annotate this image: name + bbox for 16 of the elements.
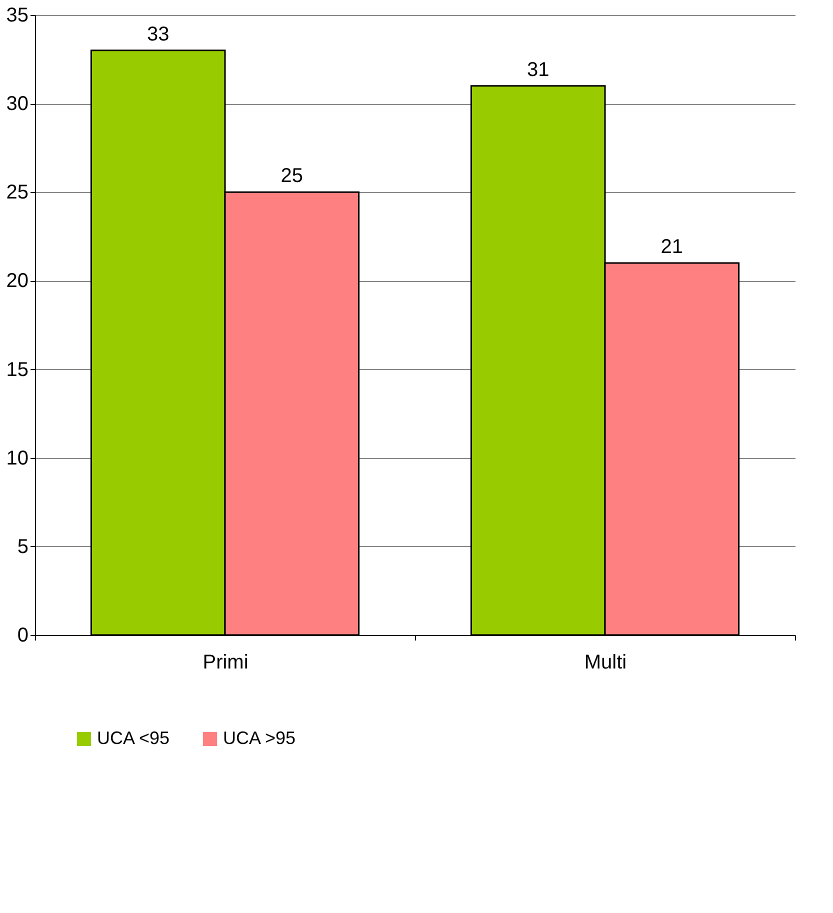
y-tick-label: 15 [6,358,28,381]
y-tick-label: 10 [6,447,28,470]
y-tick-label: 5 [17,536,28,558]
legend-label: UCA <95 [97,728,170,748]
x-tick-label: Multi [584,652,627,674]
data-label: 21 [660,236,684,258]
y-tick-label: 0 [17,624,28,646]
y-tick-label: 20 [6,270,28,292]
data-label: 31 [526,58,550,81]
y-tick-label: 25 [6,182,28,204]
y-tick-label: 35 [6,4,28,26]
data-label: 33 [146,23,170,46]
x-tick-label: Primi [202,652,248,674]
y-tick-label: 30 [6,93,28,116]
data-label: 25 [280,165,304,188]
legend-label: UCA >95 [223,728,296,748]
